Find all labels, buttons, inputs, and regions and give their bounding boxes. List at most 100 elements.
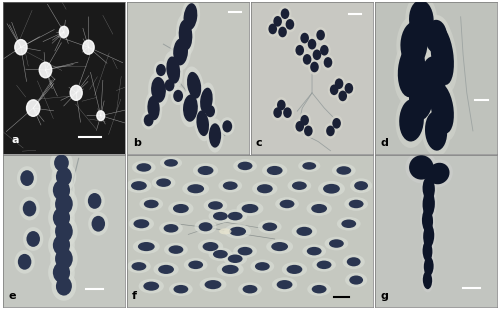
Ellipse shape: [337, 217, 360, 231]
Ellipse shape: [128, 216, 154, 231]
Ellipse shape: [174, 285, 188, 294]
Ellipse shape: [302, 162, 316, 170]
Ellipse shape: [421, 237, 434, 265]
Ellipse shape: [294, 118, 306, 134]
Ellipse shape: [188, 260, 203, 269]
Ellipse shape: [422, 105, 450, 157]
Ellipse shape: [152, 176, 176, 189]
Ellipse shape: [328, 82, 340, 98]
Ellipse shape: [222, 265, 238, 274]
Ellipse shape: [430, 25, 454, 85]
Ellipse shape: [238, 282, 262, 296]
Ellipse shape: [217, 262, 244, 277]
Ellipse shape: [332, 76, 345, 92]
Ellipse shape: [324, 57, 332, 68]
Ellipse shape: [316, 260, 332, 269]
Ellipse shape: [420, 204, 435, 237]
Ellipse shape: [204, 199, 228, 212]
Ellipse shape: [296, 45, 304, 56]
Ellipse shape: [349, 200, 364, 208]
Ellipse shape: [350, 178, 372, 193]
Ellipse shape: [312, 285, 326, 294]
Ellipse shape: [164, 159, 178, 167]
Ellipse shape: [311, 204, 327, 213]
Ellipse shape: [164, 51, 183, 89]
Circle shape: [15, 40, 27, 55]
Ellipse shape: [276, 280, 292, 289]
Ellipse shape: [162, 76, 177, 94]
Ellipse shape: [132, 262, 146, 271]
Ellipse shape: [170, 33, 191, 71]
Ellipse shape: [306, 36, 318, 52]
Ellipse shape: [409, 72, 434, 120]
Ellipse shape: [136, 163, 151, 172]
Ellipse shape: [296, 121, 304, 132]
Ellipse shape: [344, 197, 368, 211]
Ellipse shape: [224, 209, 247, 223]
Ellipse shape: [183, 95, 198, 122]
Ellipse shape: [252, 181, 278, 196]
Ellipse shape: [224, 224, 251, 239]
Ellipse shape: [173, 38, 188, 66]
Ellipse shape: [303, 54, 312, 65]
Circle shape: [39, 62, 52, 78]
Ellipse shape: [52, 162, 76, 191]
Ellipse shape: [156, 178, 171, 187]
Ellipse shape: [198, 166, 214, 175]
Ellipse shape: [182, 181, 209, 196]
Ellipse shape: [398, 43, 425, 97]
Text: g: g: [381, 291, 388, 301]
Ellipse shape: [275, 197, 299, 211]
Ellipse shape: [421, 268, 434, 292]
Text: a: a: [11, 135, 18, 145]
Ellipse shape: [206, 118, 224, 153]
Ellipse shape: [222, 120, 232, 133]
Ellipse shape: [54, 154, 69, 171]
Ellipse shape: [220, 117, 234, 135]
Ellipse shape: [142, 111, 156, 129]
Ellipse shape: [194, 219, 216, 234]
Ellipse shape: [168, 245, 184, 254]
Ellipse shape: [394, 35, 430, 105]
Ellipse shape: [272, 277, 297, 292]
Ellipse shape: [298, 160, 320, 172]
Ellipse shape: [280, 8, 289, 19]
Ellipse shape: [158, 265, 174, 274]
Ellipse shape: [184, 66, 204, 104]
Ellipse shape: [88, 193, 102, 209]
Ellipse shape: [330, 115, 343, 131]
Ellipse shape: [173, 90, 183, 102]
Ellipse shape: [17, 166, 37, 190]
Ellipse shape: [306, 201, 332, 216]
Ellipse shape: [233, 159, 257, 173]
Ellipse shape: [131, 181, 147, 190]
Ellipse shape: [288, 179, 311, 193]
Ellipse shape: [332, 164, 355, 177]
Ellipse shape: [420, 185, 437, 222]
Ellipse shape: [223, 181, 238, 190]
Text: b: b: [132, 138, 140, 148]
Ellipse shape: [344, 83, 353, 94]
Ellipse shape: [298, 112, 311, 128]
Ellipse shape: [148, 72, 169, 108]
Ellipse shape: [126, 178, 152, 193]
Ellipse shape: [205, 105, 215, 117]
Ellipse shape: [302, 244, 326, 258]
Ellipse shape: [23, 201, 36, 216]
Ellipse shape: [422, 56, 446, 99]
Ellipse shape: [267, 166, 282, 175]
Ellipse shape: [300, 115, 309, 125]
Ellipse shape: [316, 30, 325, 40]
Ellipse shape: [280, 200, 294, 208]
Ellipse shape: [396, 93, 428, 148]
Ellipse shape: [258, 220, 281, 234]
Ellipse shape: [425, 111, 447, 151]
Ellipse shape: [238, 247, 252, 256]
Ellipse shape: [154, 262, 178, 277]
Ellipse shape: [144, 200, 158, 208]
Ellipse shape: [164, 79, 174, 91]
Ellipse shape: [204, 280, 222, 289]
Ellipse shape: [193, 163, 218, 178]
Text: c: c: [256, 138, 262, 148]
Ellipse shape: [48, 256, 75, 289]
